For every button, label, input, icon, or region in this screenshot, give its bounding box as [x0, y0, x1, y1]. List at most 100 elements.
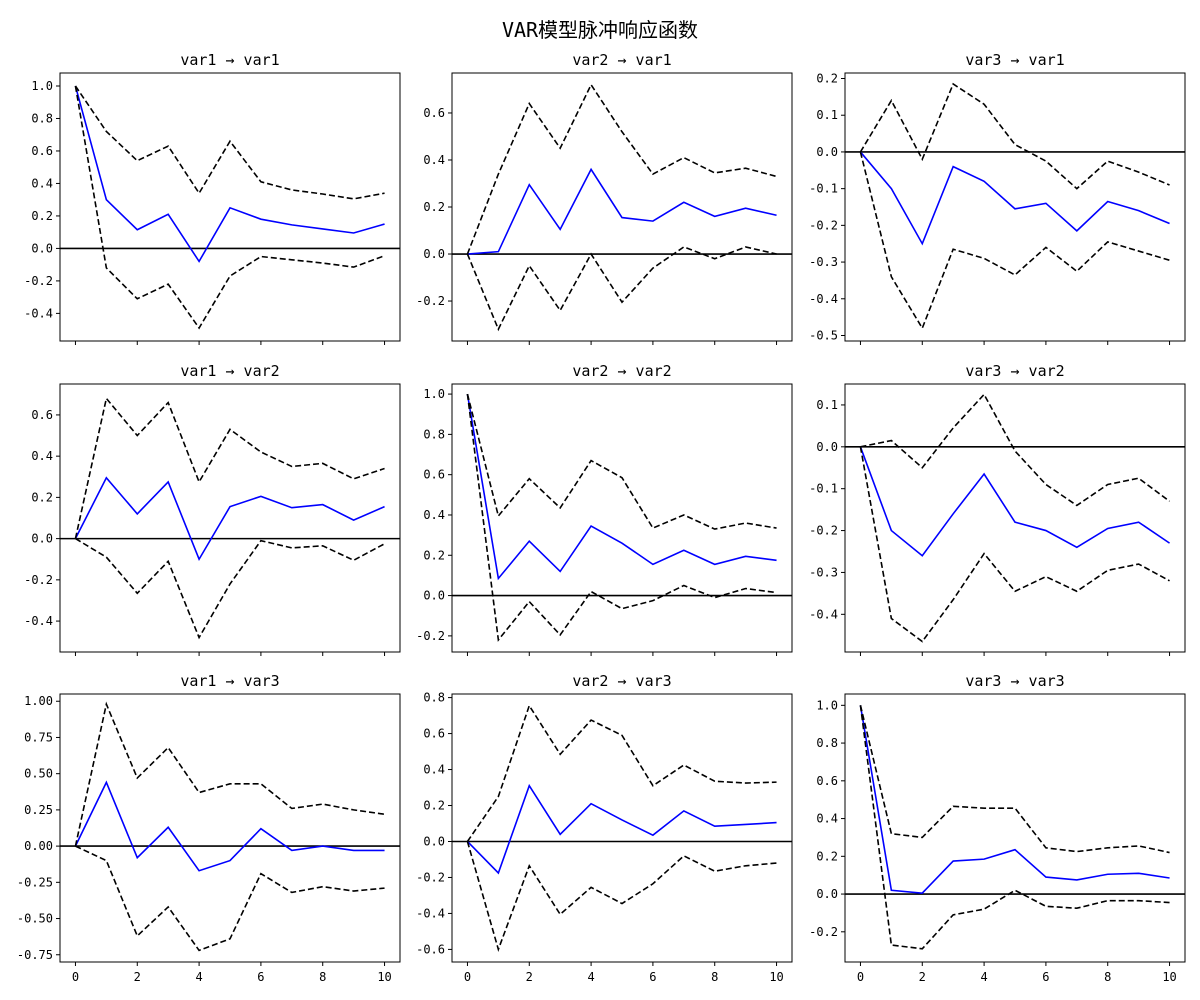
y-tick-label: 0.0 — [423, 247, 445, 261]
plot-area — [845, 82, 1185, 330]
subplot-title: var1 → var3 — [180, 672, 279, 690]
subplot-title: var2 → var3 — [572, 672, 671, 690]
x-tick-label: 6 — [649, 970, 656, 984]
x-tick-label: 8 — [711, 970, 718, 984]
y-tick-label: 0.8 — [423, 691, 445, 705]
subplot-grid: var1 → var1 1.0 0.8 0.6 0.4 0.2 0.0 -0.2 -0.4 var… — [17, 51, 1186, 984]
plot-area — [845, 705, 1185, 950]
y-tick-label: 0.00 — [24, 839, 53, 853]
y-tick-label: 0.6 — [423, 106, 445, 120]
y-tick-label: 0.0 — [423, 589, 445, 603]
x-tick-label: 2 — [526, 970, 533, 984]
y-tick-label: 0.6 — [31, 408, 53, 422]
plot-area — [452, 703, 792, 952]
lower-band-line — [466, 841, 777, 952]
y-tick-label: -0.2 — [416, 870, 445, 884]
y-tick-label: -0.1 — [809, 482, 838, 496]
x-tick-label: 8 — [1104, 970, 1111, 984]
y-tick-label: 0.2 — [31, 209, 53, 223]
axes-frame — [59, 693, 401, 963]
x-tick-label: 4 — [587, 970, 594, 984]
y-tick-label: -0.1 — [809, 182, 838, 196]
upper-band-line — [74, 85, 385, 200]
y-tick-label: -0.2 — [809, 524, 838, 538]
y-tick-label: -0.4 — [809, 607, 838, 621]
y-tick-label: 0.0 — [31, 241, 53, 255]
irf-line — [466, 393, 777, 581]
y-tick-label: -0.4 — [809, 292, 838, 306]
y-tick-label: 0.0 — [816, 887, 838, 901]
subplot-1-1: var1 → var1 1.0 0.8 0.6 0.4 0.2 0.0 -0.2 -0.4 — [24, 51, 401, 345]
plot-area — [452, 393, 792, 642]
subplot-2-2: var2 → var2 1.0 0.8 0.6 0.4 0.2 0.0 -0.2 — [416, 362, 793, 656]
y-tick-label: 0.8 — [423, 427, 445, 441]
lower-band-line — [859, 705, 1170, 950]
plot-area — [60, 396, 400, 640]
y-tick-label: 0.50 — [24, 767, 53, 781]
y-tick-label: -0.4 — [24, 614, 53, 628]
upper-band-line — [466, 83, 777, 255]
subplot-2-1: var1 → var2 0.6 0.4 0.2 0.0 -0.2 -0.4 — [24, 362, 401, 656]
subplot-title: var3 → var3 — [965, 672, 1064, 690]
y-tick-label: -0.75 — [17, 948, 53, 962]
y-tick-label: 0.75 — [24, 730, 53, 744]
lower-band-line — [75, 845, 385, 952]
subplot-1-3: var3 → var1 0.2 0.1 0.0 -0.1 -0.2 -0.3 -0.4 -0.5 — [809, 51, 1186, 345]
axes-frame — [844, 72, 1186, 342]
upper-band-line — [466, 703, 777, 842]
y-tick-label: 0.0 — [816, 145, 838, 159]
y-tick-label: -0.2 — [416, 294, 445, 308]
y-tick-label: 0.4 — [816, 812, 838, 826]
upper-band-line — [859, 705, 1170, 854]
upper-band-line — [860, 393, 1171, 507]
irf-line — [859, 446, 1170, 557]
y-tick-label: 0.2 — [423, 548, 445, 562]
y-tick-label: 0.4 — [31, 449, 53, 463]
axes-frame — [451, 693, 793, 963]
y-tick-label: 0.1 — [816, 398, 838, 412]
y-tick-label: -0.2 — [809, 218, 838, 232]
figure-title: VAR模型脉冲响应函数 — [502, 18, 698, 42]
y-tick-label: -0.4 — [416, 906, 445, 920]
y-tick-label: 0.4 — [423, 153, 445, 167]
axes-frame — [844, 383, 1186, 653]
upper-band-line — [466, 393, 777, 530]
y-tick-label: 0.2 — [423, 200, 445, 214]
y-tick-label: 1.0 — [31, 79, 53, 93]
x-tick-label: 6 — [257, 970, 264, 984]
plot-area — [845, 393, 1185, 643]
x-tick-label: 4 — [195, 970, 202, 984]
y-tick-label: 0.1 — [816, 108, 838, 122]
upper-band-line — [859, 82, 1170, 190]
y-tick-label: -0.25 — [17, 875, 53, 889]
y-tick-label: -0.2 — [416, 629, 445, 643]
lower-band-line — [859, 151, 1170, 330]
y-tick-label: 0.8 — [816, 736, 838, 750]
x-tick-label: 4 — [980, 970, 987, 984]
axes-frame — [451, 72, 793, 342]
plot-area — [60, 701, 400, 952]
x-tick-label: 6 — [1042, 970, 1049, 984]
y-tick-label: 0.25 — [24, 803, 53, 817]
y-tick-label: 1.00 — [24, 694, 53, 708]
y-tick-label: -0.6 — [416, 942, 445, 956]
y-tick-label: 0.6 — [423, 468, 445, 482]
axes-frame — [59, 383, 401, 653]
axes-frame — [59, 72, 401, 342]
x-tick-label: 2 — [134, 970, 141, 984]
subplot-title: var1 → var1 — [180, 51, 279, 69]
subplot-2-3: var3 → var2 0.1 0.0 -0.1 -0.2 -0.3 -0.4 — [809, 362, 1186, 656]
lower-band-line — [466, 393, 777, 642]
subplot-title: var3 → var2 — [965, 362, 1064, 380]
y-tick-label: -0.4 — [24, 306, 53, 320]
y-tick-label: 1.0 — [423, 387, 445, 401]
irf-line — [467, 167, 777, 255]
subplot-3-3: var3 → var3 1.0 0.8 0.6 0.4 0.2 0.0 -0.2 0 2 4 6 8 10 — [809, 672, 1186, 984]
y-tick-label: 0.0 — [31, 532, 53, 546]
subplot-title: var1 → var2 — [180, 362, 279, 380]
subplot-title: var3 → var1 — [965, 51, 1064, 69]
lower-band-line — [859, 446, 1170, 643]
subplot-1-2: var2 → var1 0.6 0.4 0.2 0.0 -0.2 — [416, 51, 793, 345]
irf-line — [74, 476, 385, 562]
y-tick-label: -0.3 — [809, 565, 838, 579]
